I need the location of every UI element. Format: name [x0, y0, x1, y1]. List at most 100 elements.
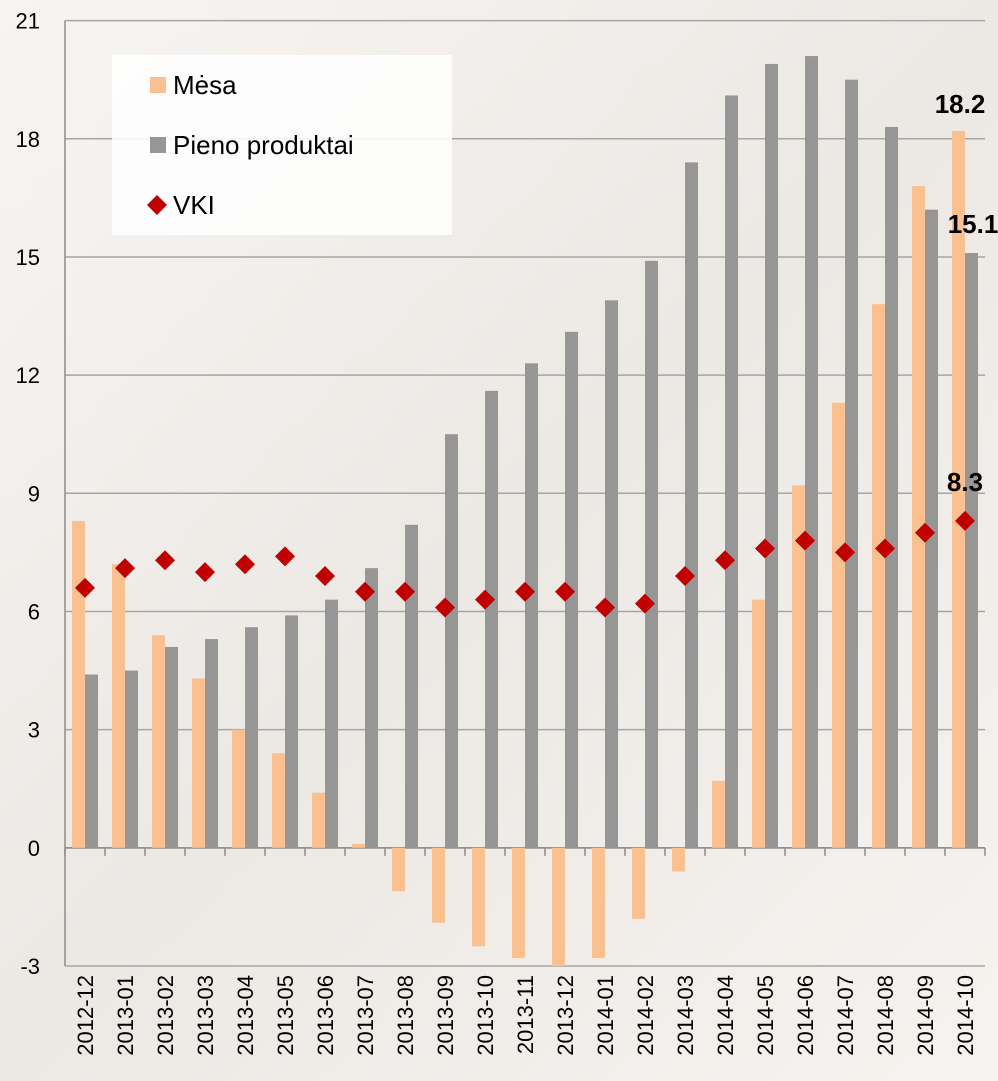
bar [672, 847, 685, 872]
marker [915, 522, 935, 543]
bar [352, 843, 365, 848]
marker [355, 581, 375, 602]
marker [555, 581, 575, 602]
bar [232, 729, 245, 848]
marker [395, 581, 415, 602]
marker [315, 566, 335, 587]
x-tick-label: 2014-06 [793, 975, 818, 1056]
bar [85, 674, 98, 848]
marker [715, 550, 735, 571]
bar [752, 599, 765, 848]
bar [205, 639, 218, 848]
bar [952, 130, 965, 848]
data-label: 18.2 [935, 89, 986, 119]
x-tick-label: 2013-06 [313, 975, 338, 1056]
bar [912, 186, 925, 848]
bar [645, 260, 658, 848]
x-tick-label: 2013-11 [513, 975, 538, 1054]
marker [875, 538, 895, 559]
x-tick-label: 2013-07 [353, 975, 378, 1056]
legend: Mėsa Pieno produktai VKI [112, 55, 452, 235]
x-tick-label: 2014-03 [673, 975, 698, 1056]
marker [835, 542, 855, 563]
y-tick-label: 0 [28, 836, 40, 861]
legend-label: VKI [173, 190, 215, 220]
marker [675, 566, 695, 587]
x-tick-label: 2013-08 [393, 975, 418, 1056]
x-tick-label: 2014-07 [833, 975, 858, 1056]
bar [112, 564, 125, 848]
marker [475, 589, 495, 610]
x-tick-label: 2014-02 [633, 975, 658, 1056]
data-label: 15.1 [948, 209, 998, 239]
bar [525, 363, 538, 848]
bar [312, 792, 325, 848]
x-tick-label: 2014-01 [593, 975, 618, 1056]
bar [552, 847, 565, 966]
x-tick-label: 2013-09 [433, 975, 458, 1056]
x-tick-label: 2014-08 [873, 975, 898, 1056]
marker [755, 538, 775, 559]
x-tick-label: 2014-10 [953, 975, 978, 1056]
bar [965, 253, 978, 848]
bar [712, 780, 725, 848]
y-tick-label: 12 [16, 363, 40, 388]
bar [605, 300, 618, 848]
marker [635, 593, 655, 614]
legend-label: Pieno produktai [173, 130, 354, 160]
x-tick-label: 2013-05 [273, 975, 298, 1056]
y-tick-label: 6 [28, 599, 40, 624]
bar [165, 646, 178, 848]
bar [685, 162, 698, 848]
bar [792, 485, 805, 848]
bar [512, 847, 525, 959]
bar [592, 847, 605, 959]
marker [75, 577, 95, 598]
bar [925, 209, 938, 848]
bar [872, 304, 885, 848]
y-tick-label: 9 [28, 481, 40, 506]
bar [392, 847, 405, 892]
legend-box [112, 55, 452, 235]
marker [955, 510, 975, 531]
y-tick-label: 21 [16, 9, 40, 34]
bar [285, 615, 298, 848]
bar [405, 524, 418, 848]
bar [325, 599, 338, 848]
x-tick-label: 2013-04 [233, 975, 258, 1056]
x-tick-label: 2013-02 [153, 975, 178, 1056]
marker [795, 530, 815, 551]
x-tick-label: 2013-12 [553, 975, 578, 1056]
x-tick-label: 2014-04 [713, 975, 738, 1056]
data-label: 8.3 [947, 467, 983, 497]
bar [725, 95, 738, 848]
bar [632, 847, 645, 919]
bar [445, 434, 458, 848]
bar [832, 402, 845, 848]
x-tick-label: 2012-12 [73, 975, 98, 1056]
bar [72, 520, 85, 848]
bar [845, 79, 858, 848]
marker [155, 550, 175, 571]
legend-swatch [150, 137, 166, 153]
marker [195, 562, 215, 583]
legend-swatch [150, 77, 166, 93]
bar [472, 847, 485, 947]
marker [515, 581, 535, 602]
legend-swatch [147, 195, 167, 215]
y-tick-label: -3 [20, 954, 40, 979]
marker [115, 558, 135, 579]
bar [272, 753, 285, 848]
x-tick-label: 2013-01 [113, 975, 138, 1056]
bar [765, 63, 778, 848]
marker [435, 597, 455, 618]
x-tick-label: 2013-03 [193, 975, 218, 1056]
x-tick-label: 2013-10 [473, 975, 498, 1056]
y-tick-label: 18 [16, 127, 40, 152]
bar [192, 678, 205, 848]
x-tick-label: 2014-05 [753, 975, 778, 1056]
x-tick-label: 2014-09 [913, 975, 938, 1056]
y-tick-label: 3 [28, 718, 40, 743]
bar [885, 126, 898, 848]
